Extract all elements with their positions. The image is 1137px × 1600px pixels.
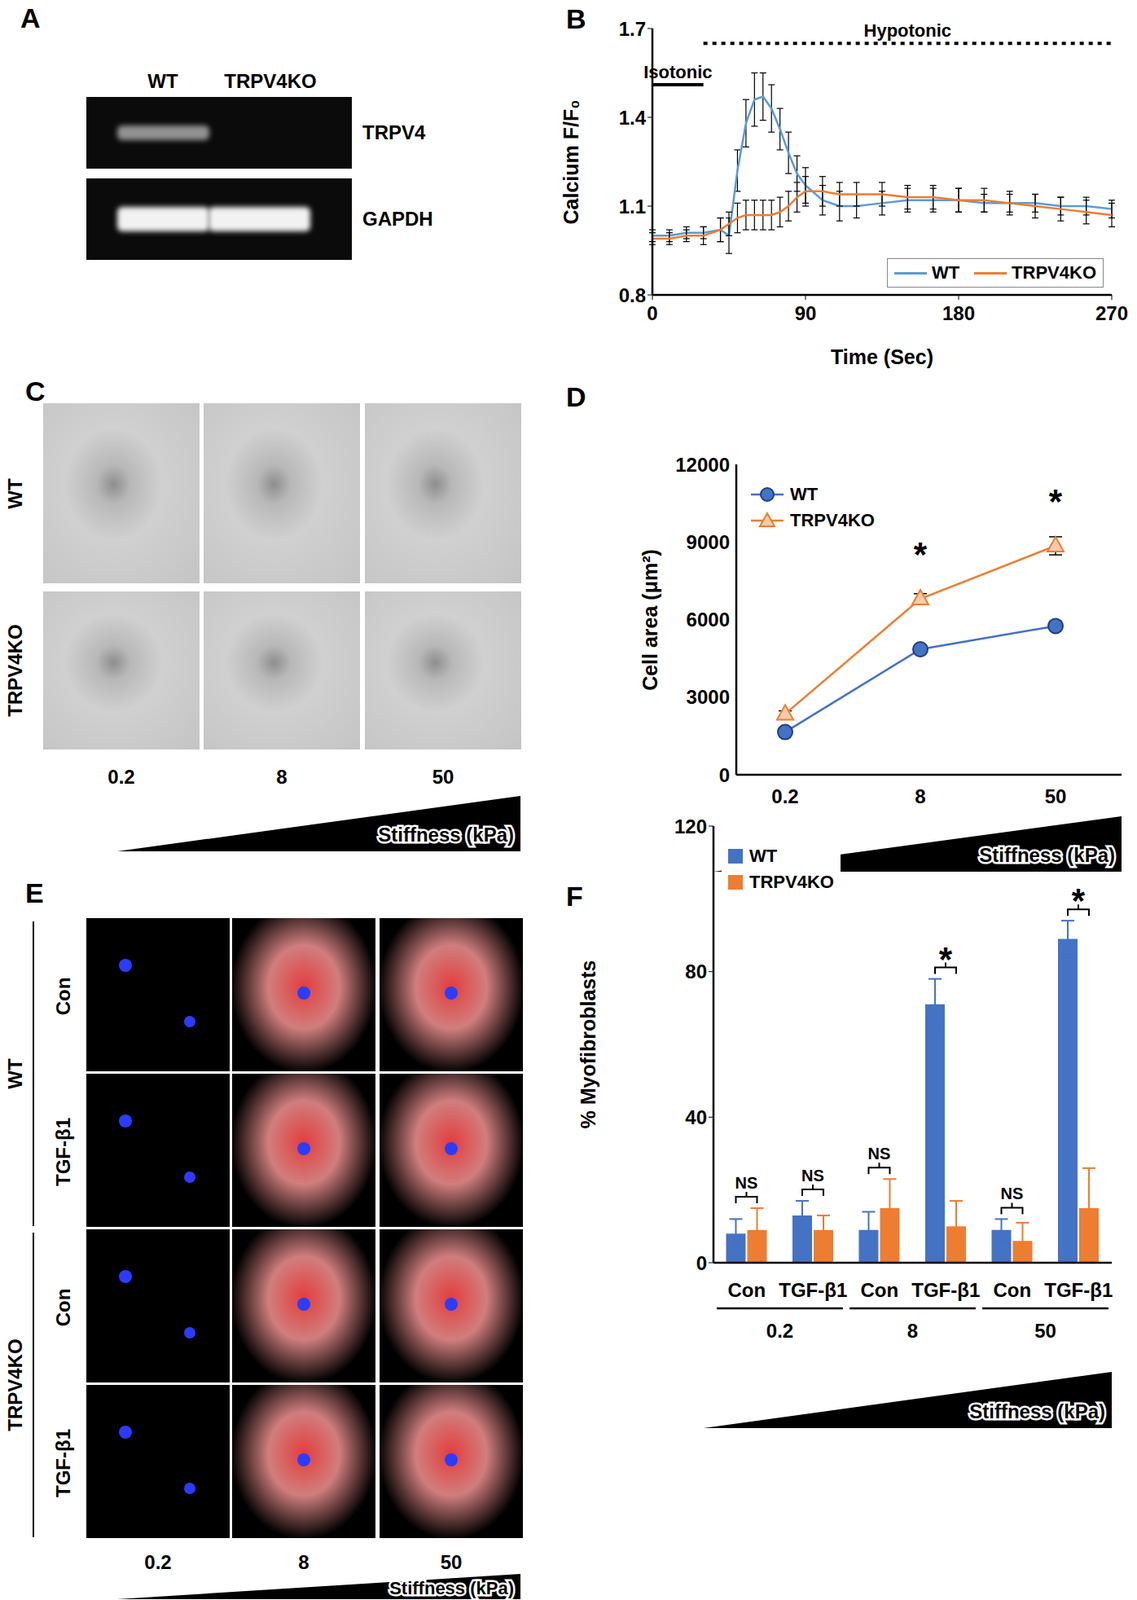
html-text:Calcium F/F₀: Calcium F/F₀ <box>559 99 582 225</box>
html-text:TRPV4: TRPV4 <box>362 121 426 144</box>
html-text:TRPV4KO: TRPV4KO <box>4 1338 27 1431</box>
html-text:TRPV4KO: TRPV4KO <box>749 871 834 892</box>
html-text:WT: WT <box>4 1058 27 1089</box>
svg-text:0: 0 <box>719 763 730 786</box>
svg-text:*: * <box>1071 881 1086 920</box>
svg-text:8: 8 <box>914 785 926 808</box>
html-text:WT: WT <box>4 477 27 509</box>
html-text:C: C <box>25 375 46 407</box>
html-text:D: D <box>566 381 587 413</box>
html-text:F: F <box>566 880 583 912</box>
svg-text:NS: NS <box>801 1166 825 1185</box>
html-text:50: 50 <box>432 765 454 788</box>
html-text:WT: WT <box>790 483 818 505</box>
svg-text:90: 90 <box>794 302 817 325</box>
svg-text:1.1: 1.1 <box>618 195 646 218</box>
html-text:WT: WT <box>147 70 179 93</box>
svg-text:8: 8 <box>907 1319 918 1342</box>
html-text:TRPV4KO: TRPV4KO <box>1011 262 1097 283</box>
svg-text:*: * <box>1049 482 1063 521</box>
svg-text:9000: 9000 <box>686 531 730 554</box>
html-text:A: A <box>20 2 41 34</box>
svg-text:0.8: 0.8 <box>618 284 646 307</box>
html-text:TRPV4KO: TRPV4KO <box>790 509 875 531</box>
svg-text:180: 180 <box>942 302 975 325</box>
svg-text:1.7: 1.7 <box>618 17 646 40</box>
svg-text:NS: NS <box>735 1173 759 1192</box>
svg-text:3000: 3000 <box>686 685 730 708</box>
svg-text:40: 40 <box>684 1106 707 1129</box>
html-text:Time (Sec): Time (Sec) <box>830 344 934 368</box>
svg-text:*: * <box>913 535 928 574</box>
html-text:Con: Con <box>52 976 75 1015</box>
svg-text:*: * <box>939 939 953 979</box>
svg-text:Stiffness (kPa): Stiffness (kPa) <box>377 823 514 846</box>
svg-text:50: 50 <box>1044 785 1067 808</box>
html-text:Con: Con <box>52 1287 75 1326</box>
html-text:Cell area (μm²): Cell area (μm²) <box>638 548 661 691</box>
svg-text:270: 270 <box>1095 302 1129 325</box>
html-text:TGF-β1: TGF-β1 <box>52 1428 75 1497</box>
html-text:% Myofibroblasts: % Myofibroblasts <box>576 959 600 1129</box>
svg-text:6000: 6000 <box>686 608 730 631</box>
svg-text:Con: Con <box>992 1278 1032 1301</box>
html-text:50: 50 <box>440 1550 463 1573</box>
html-text:WT: WT <box>749 845 778 866</box>
svg-text:0.2: 0.2 <box>771 785 799 808</box>
html-text:GAPDH: GAPDH <box>362 207 434 230</box>
html-text:E: E <box>25 877 44 909</box>
svg-text:TGF-β1: TGF-β1 <box>911 1278 980 1301</box>
svg-text:Con: Con <box>727 1278 766 1301</box>
svg-text:1.4: 1.4 <box>618 106 647 129</box>
svg-text:Stiffness (kPa): Stiffness (kPa) <box>969 1400 1106 1423</box>
svg-text:NS: NS <box>868 1144 892 1163</box>
svg-text:0: 0 <box>696 1251 707 1274</box>
svg-text:Stiffness (kPa): Stiffness (kPa) <box>389 1577 514 1598</box>
html-text:TRPV4KO: TRPV4KO <box>4 624 27 717</box>
svg-text:0: 0 <box>646 302 658 325</box>
svg-text:Hypotonic: Hypotonic <box>864 20 953 41</box>
svg-text:120: 120 <box>674 815 707 838</box>
html-text:8: 8 <box>276 765 288 788</box>
svg-text:Con: Con <box>860 1278 899 1301</box>
svg-text:50: 50 <box>1034 1319 1057 1342</box>
svg-text:0.2: 0.2 <box>766 1319 794 1342</box>
svg-text:TGF-β1: TGF-β1 <box>778 1278 848 1301</box>
html-text:8: 8 <box>298 1550 310 1573</box>
svg-text:80: 80 <box>684 960 707 983</box>
html-text:0.2: 0.2 <box>144 1550 172 1573</box>
html-text:TRPV4KO: TRPV4KO <box>224 70 317 93</box>
html-text:TGF-β1: TGF-β1 <box>52 1117 75 1186</box>
svg-text:NS: NS <box>1000 1184 1024 1203</box>
html-text:B: B <box>566 3 587 35</box>
svg-text:Stiffness (kPa): Stiffness (kPa) <box>978 843 1116 866</box>
svg-text:12000: 12000 <box>675 453 730 476</box>
svg-text:TGF-β1: TGF-β1 <box>1044 1278 1113 1301</box>
html-text:0.2: 0.2 <box>107 765 135 788</box>
html-text:WT: WT <box>931 262 960 283</box>
svg-text:Isotonic: Isotonic <box>643 61 712 83</box>
